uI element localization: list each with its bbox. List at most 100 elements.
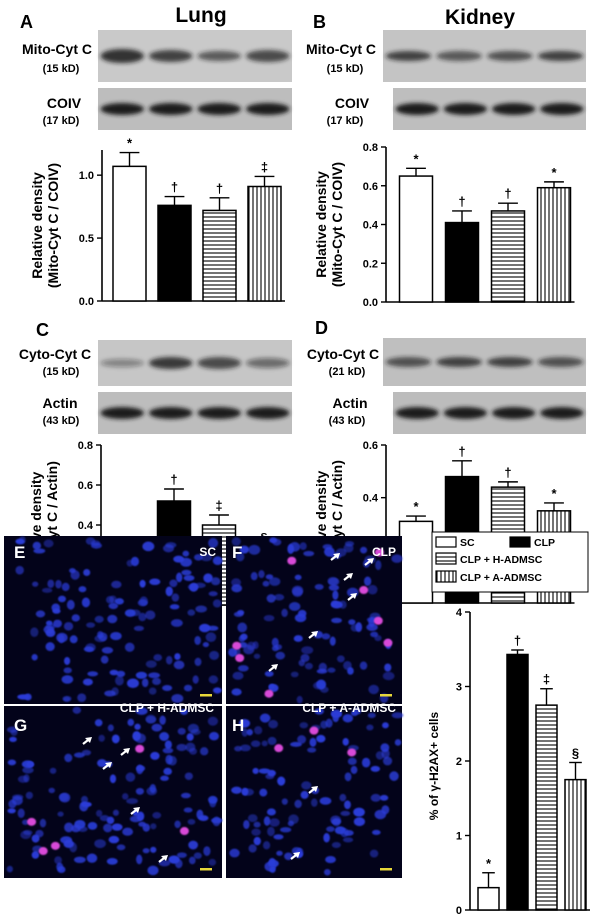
chart-c-tick-label: 0.8 [78,440,93,452]
nucleus [112,809,119,816]
nucleus [90,542,102,549]
nucleus [294,574,302,581]
nucleus [26,761,35,768]
gamma-h2ax-positive-cell [27,817,37,826]
nucleus [329,636,336,646]
blot-d1-band [487,357,533,367]
arrow-head-icon [123,748,130,754]
nucleus [269,577,281,586]
legend-label-h-admsc: CLP + H-ADMSC [460,554,543,566]
nucleus [238,718,251,728]
nucleus [320,720,328,729]
nucleus [235,552,245,562]
nucleus [240,633,248,641]
nucleus [159,715,166,725]
blot-c1 [98,340,292,386]
nucleus [160,775,169,781]
nucleus [294,799,302,809]
nucleus [136,854,143,865]
chart-i-significance: † [514,633,521,648]
nucleus [25,791,33,800]
nucleus [384,663,392,672]
nucleus [254,726,263,735]
nucleus [350,765,358,774]
chart-a-significance: * [127,136,133,151]
nucleus [334,826,346,835]
chart-d-significance: † [504,465,511,480]
nucleus [153,654,163,661]
nucleus [367,712,376,719]
chart-c-tick-label: 0.4 [78,520,94,532]
nucleus [170,619,183,627]
chart-a-bar [157,204,192,302]
nucleus [304,662,313,670]
nucleus [48,787,55,794]
nucleus [86,622,96,628]
micrograph-g-arrows [82,737,168,863]
nucleus [344,772,352,782]
chart-b: 0.0 0.2 0.4 0.6 0.8 * † † * Relative density (Mito… [313,142,575,309]
blot-b1 [383,30,586,82]
nucleus [64,656,71,665]
nucleus [195,605,207,613]
blot-d2-size: (43 kD) [329,415,366,427]
chart-b-tick-label: 0.8 [363,142,378,154]
nucleus [81,749,92,756]
micrograph-h [226,706,404,878]
nucleus [136,764,144,775]
nucleus [22,766,34,774]
nucleus [162,747,174,754]
blot-d2-band [540,407,584,419]
blot-c2 [98,392,292,434]
nucleus [83,569,91,577]
nucleus [10,729,18,736]
chart-b-significance: * [551,165,557,180]
nucleus [73,856,86,864]
nucleus [94,719,103,727]
nucleus [300,790,309,799]
nucleus [330,600,343,609]
nucleus [202,642,210,648]
nucleus [231,786,243,794]
nucleus [168,855,180,864]
nucleus [135,707,148,715]
nucleus [248,844,257,853]
nucleus [258,768,271,774]
nucleus [71,824,81,833]
micrograph-f [226,536,403,704]
arrow-head-icon [311,631,318,637]
nucleus [200,553,213,562]
nucleus [316,734,326,743]
chart-a-tick-label: 1.0 [79,170,94,182]
nucleus [350,710,358,717]
gamma-h2ax-positive-cell [383,638,393,647]
chart-c-significance: ‡ [215,498,222,513]
nucleus [45,620,53,626]
nucleus [328,577,340,586]
nucleus [297,735,307,744]
nucleus [250,740,261,748]
chart-i-bar [477,886,500,911]
arrow-head-icon [161,855,168,861]
nucleus [233,611,244,617]
nucleus [208,591,218,597]
nucleus [81,801,92,808]
panel-letter-a: A [20,12,33,32]
nucleus [114,598,124,605]
blot-d1 [383,338,586,386]
nucleus [187,723,199,734]
blot-c2-band [148,407,193,419]
nucleus [87,671,99,677]
chart-b-bar [444,221,480,303]
nucleus [126,678,139,688]
kidney-title: Kidney [445,6,515,29]
chart-d-significance: * [413,499,419,514]
gamma-h2ax-positive-cell [235,653,245,662]
nucleus [391,554,403,563]
nucleus [209,731,219,741]
nucleus [181,569,192,576]
gamma-h2ax-positive-cell [50,841,60,850]
nucleus [111,734,120,744]
blot-a1-label: Mito-Cyt C [22,41,92,57]
